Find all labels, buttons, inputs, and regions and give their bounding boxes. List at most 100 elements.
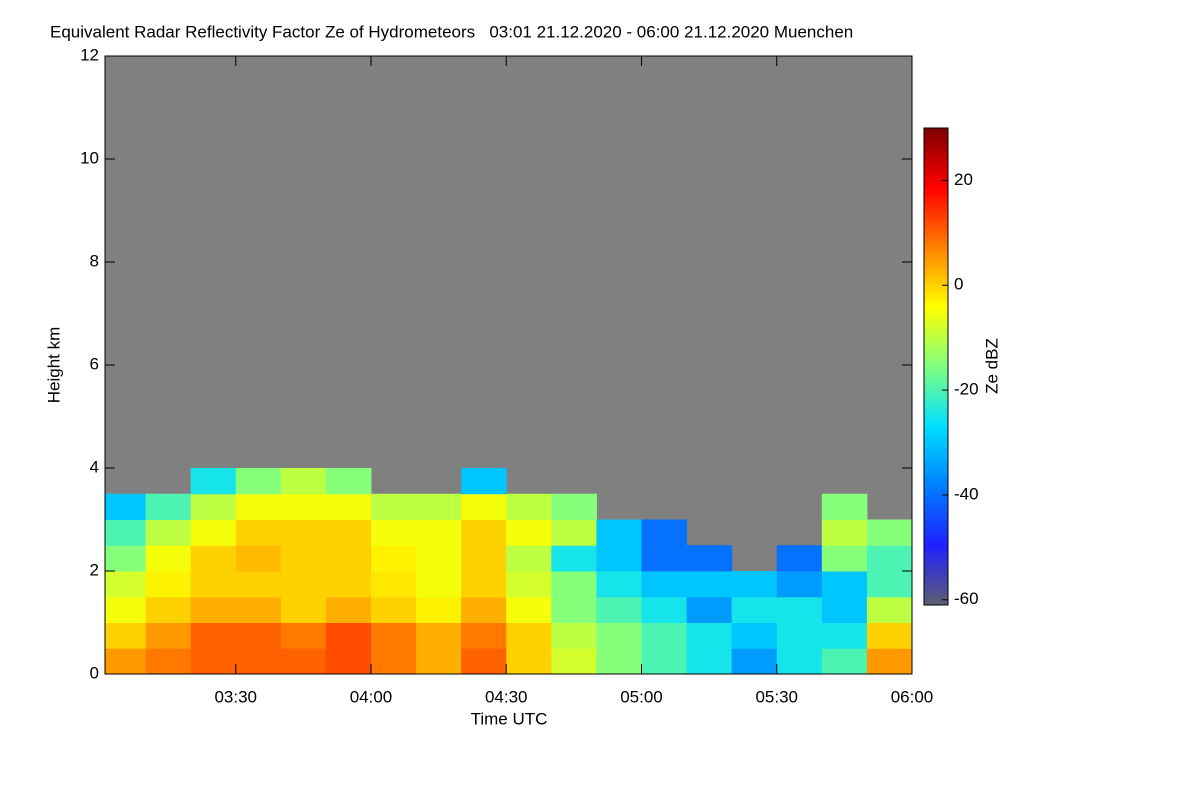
heatmap-cell — [145, 596, 192, 623]
heatmap-cell — [280, 571, 327, 598]
heatmap-cell — [461, 545, 507, 572]
heatmap-cell — [105, 493, 147, 520]
heatmap-cell — [461, 622, 507, 649]
heatmap-cell — [280, 493, 327, 520]
heatmap-cell — [506, 648, 552, 675]
heatmap-cell — [325, 596, 372, 623]
heatmap-cell — [325, 545, 372, 572]
x-tick-label: 05:30 — [755, 687, 798, 706]
heatmap-cell — [370, 545, 417, 572]
heatmap-cell — [821, 519, 868, 546]
heatmap-cell — [105, 545, 147, 572]
heatmap-cell — [280, 648, 327, 675]
colorbar-tick-label: 20 — [954, 170, 973, 189]
y-tick-label: 8 — [90, 251, 99, 270]
heatmap-cell — [551, 545, 597, 572]
colorbar-tick-label: -40 — [954, 484, 979, 503]
heatmap-cell — [551, 571, 597, 598]
colorbar-tick-label: -20 — [954, 380, 979, 399]
heatmap-cell — [686, 596, 733, 623]
heatmap-cell — [416, 571, 462, 598]
heatmap-cell — [686, 648, 733, 675]
heatmap-cell — [776, 571, 823, 598]
heatmap-cell — [866, 545, 913, 572]
x-tick-label: 06:00 — [891, 687, 934, 706]
heatmap-cell — [551, 596, 597, 623]
y-tick-label: 12 — [80, 45, 99, 64]
heatmap-cell — [190, 571, 237, 598]
heatmap-cell — [866, 596, 913, 623]
heatmap-cell — [416, 648, 462, 675]
heatmap-cell — [416, 545, 462, 572]
heatmap-cell — [866, 622, 913, 649]
heatmap-cell — [551, 493, 597, 520]
heatmap-cell — [370, 571, 417, 598]
heatmap-cell — [776, 545, 823, 572]
heatmap-cell — [821, 545, 868, 572]
heatmap-cell — [461, 493, 507, 520]
heatmap-cell — [461, 596, 507, 623]
heatmap-cell — [686, 571, 733, 598]
heatmap-cell — [731, 571, 778, 598]
heatmap-cell — [821, 571, 868, 598]
heatmap-cell — [235, 596, 282, 623]
heatmap-cell — [641, 571, 688, 598]
heatmap-cell — [416, 493, 462, 520]
heatmap-cell — [280, 519, 327, 546]
heatmap-cell — [280, 468, 327, 495]
y-tick-label: 10 — [80, 148, 99, 167]
heatmap-cell — [370, 519, 417, 546]
heatmap-cell — [280, 596, 327, 623]
heatmap-cell — [325, 571, 372, 598]
heatmap-cell — [145, 622, 192, 649]
heatmap-cell — [686, 622, 733, 649]
heatmap-cell — [190, 519, 237, 546]
heatmap-cell — [731, 596, 778, 623]
heatmap-cell — [235, 571, 282, 598]
heatmap-cell — [506, 493, 552, 520]
heatmap-cell — [776, 648, 823, 675]
heatmap-cell — [325, 468, 372, 495]
heatmap-cell — [235, 648, 282, 675]
y-tick-label: 6 — [90, 354, 99, 373]
heatmap-cell — [145, 545, 192, 572]
heatmap-cell — [821, 622, 868, 649]
heatmap-cell — [596, 648, 642, 675]
heatmap-cell — [145, 648, 192, 675]
heatmap-cell — [325, 648, 372, 675]
heatmap-cell — [641, 648, 688, 675]
heatmap-cell — [370, 493, 417, 520]
heatmap-cell — [866, 571, 913, 598]
heatmap-cell — [325, 622, 372, 649]
colorbar — [923, 127, 949, 606]
heatmap-cell — [370, 622, 417, 649]
heatmap-cell — [731, 648, 778, 675]
heatmap-cell — [821, 596, 868, 623]
x-axis-label: Time UTC — [471, 709, 548, 728]
heatmap-cell — [596, 596, 642, 623]
heatmap-cell — [280, 622, 327, 649]
heatmap-cell — [105, 596, 147, 623]
heatmap-cell — [551, 519, 597, 546]
heatmap-cell — [641, 596, 688, 623]
heatmap-cell — [105, 648, 147, 675]
heatmap-cell — [461, 648, 507, 675]
heatmap-cell — [821, 493, 868, 520]
colorbar-tick-label: -60 — [954, 589, 979, 608]
heatmap-cell — [370, 648, 417, 675]
heatmap-cell — [506, 545, 552, 572]
heatmap-cell — [506, 596, 552, 623]
heatmap-cell — [506, 622, 552, 649]
heatmap-cell — [416, 596, 462, 623]
heatmap-cell — [370, 596, 417, 623]
heatmap-cell — [866, 519, 913, 546]
heatmap-cell — [416, 519, 462, 546]
x-tick-label: 04:30 — [485, 687, 528, 706]
heatmap-cell — [596, 571, 642, 598]
heatmap-cell — [461, 468, 507, 495]
y-tick-label: 0 — [90, 663, 99, 682]
heatmap-cell — [235, 519, 282, 546]
heatmap-cell — [235, 468, 282, 495]
heatmap-cell — [325, 493, 372, 520]
